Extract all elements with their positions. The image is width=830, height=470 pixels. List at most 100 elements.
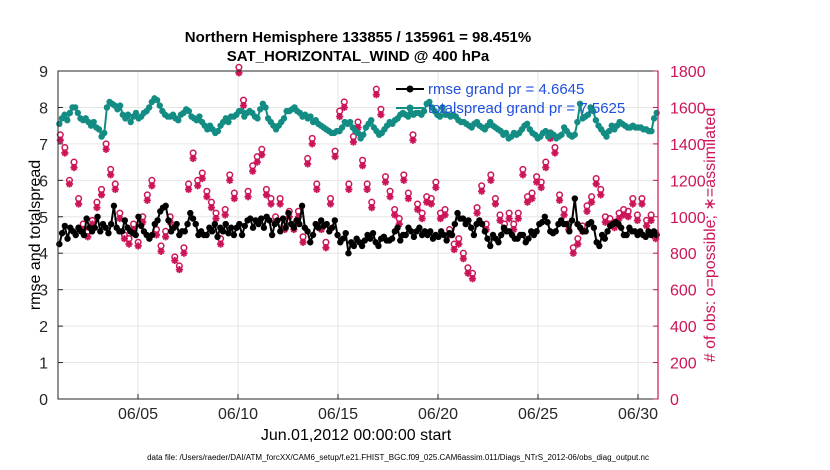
rmse-point bbox=[331, 217, 339, 224]
assimilated-obs-marker bbox=[583, 207, 591, 215]
assimilated-obs-marker bbox=[597, 191, 605, 199]
assimilated-obs-marker bbox=[276, 200, 284, 208]
rmse-point bbox=[495, 239, 502, 246]
rmse-point bbox=[410, 233, 418, 241]
rmse-point bbox=[568, 217, 576, 224]
rmse-point bbox=[230, 231, 238, 239]
rmse-point bbox=[487, 242, 494, 250]
rmse-point bbox=[317, 217, 325, 224]
line-series bbox=[56, 95, 660, 257]
rmse-point bbox=[211, 220, 219, 228]
rmse-point bbox=[470, 231, 478, 239]
rmse-point bbox=[189, 215, 197, 222]
assimilated-obs-marker bbox=[349, 138, 358, 146]
rmse-point bbox=[238, 231, 246, 239]
rmse-point bbox=[105, 229, 112, 237]
rmse-point bbox=[247, 215, 254, 222]
assimilated-obs-marker bbox=[587, 198, 596, 206]
assimilated-obs-marker bbox=[455, 240, 463, 248]
rmse-point bbox=[110, 202, 118, 210]
assimilated-obs-marker bbox=[56, 136, 64, 144]
rmse-point bbox=[304, 228, 311, 235]
rmse-point bbox=[334, 231, 341, 239]
rmse-point bbox=[173, 220, 180, 228]
rmse-point bbox=[601, 235, 609, 242]
rmse-point bbox=[596, 242, 603, 250]
totalspread-point bbox=[368, 117, 375, 124]
rmse-point bbox=[451, 220, 459, 228]
rmse-point bbox=[345, 250, 352, 257]
assimilated-obs-marker bbox=[569, 249, 577, 257]
rmse-point bbox=[236, 220, 243, 228]
assimilated-obs-marker bbox=[70, 163, 78, 172]
y-right-tick-label: 1200 bbox=[670, 173, 706, 190]
rmse-point bbox=[282, 224, 289, 231]
assimilated-obs-marker bbox=[574, 240, 582, 248]
assimilated-obs-marker bbox=[345, 185, 353, 194]
x-tick-label: 06/20 bbox=[418, 406, 458, 423]
y-left-tick-label: 2 bbox=[39, 319, 48, 336]
assimilated-obs-marker bbox=[230, 194, 238, 203]
totalspread-point bbox=[590, 107, 597, 115]
chart-title-line1: Northern Hemisphere 133855 / 135961 = 98… bbox=[185, 29, 531, 46]
rmse-point bbox=[255, 220, 262, 228]
rmse-point bbox=[443, 237, 450, 244]
assimilated-obs-marker bbox=[226, 176, 234, 184]
totalspread-point bbox=[66, 109, 74, 117]
totalspread-point bbox=[523, 120, 531, 128]
rmse-point bbox=[315, 224, 322, 231]
rmse-point bbox=[361, 237, 369, 244]
totalspread-point bbox=[124, 111, 132, 118]
assimilated-obs-marker bbox=[212, 215, 220, 223]
x-tick-label: 06/10 bbox=[218, 406, 258, 423]
rmse-point bbox=[617, 224, 625, 231]
rmse-point bbox=[97, 228, 104, 235]
totalspread-point bbox=[592, 117, 600, 124]
totalspread-point bbox=[603, 133, 610, 140]
totalspread-point bbox=[502, 129, 510, 137]
totalspread-point bbox=[558, 131, 565, 138]
assimilated-obs-marker bbox=[203, 193, 211, 201]
assimilated-obs-marker bbox=[125, 240, 133, 248]
rmse-point bbox=[279, 215, 287, 222]
assimilated-obs-marker bbox=[249, 167, 257, 175]
assimilated-obs-marker bbox=[542, 163, 550, 172]
assimilated-obs-marker bbox=[363, 185, 371, 194]
rmse-point bbox=[465, 217, 472, 224]
rmse-point bbox=[544, 219, 551, 226]
rmse-point bbox=[184, 220, 191, 228]
totalspread-point bbox=[653, 109, 660, 117]
totalspread-point bbox=[650, 115, 658, 122]
y-left-tick-label: 0 bbox=[39, 392, 48, 409]
assimilated-obs-marker bbox=[404, 194, 412, 203]
assimilated-obs-marker bbox=[235, 69, 243, 77]
assimilated-obs-marker bbox=[441, 211, 449, 219]
totalspread-point bbox=[90, 118, 97, 126]
rmse-point bbox=[538, 219, 546, 226]
totalspread-point bbox=[103, 104, 111, 111]
assimilated-obs-marker bbox=[244, 193, 252, 201]
y-right-tick-label: 600 bbox=[670, 283, 697, 300]
assimilated-obs-marker bbox=[157, 247, 165, 255]
y-axis-left-label: rmse and totalspread bbox=[27, 160, 44, 310]
rmse-point bbox=[416, 224, 423, 231]
rmse-point bbox=[342, 229, 349, 237]
assimilated-obs-marker bbox=[427, 200, 435, 208]
totalspread-point bbox=[420, 107, 428, 115]
assimilated-obs-marker bbox=[336, 112, 344, 121]
totalspread-point bbox=[426, 98, 433, 106]
rmse-point bbox=[481, 228, 489, 235]
assimilated-obs-marker bbox=[491, 200, 500, 208]
assimilated-obs-marker bbox=[487, 176, 495, 184]
assimilated-obs-marker bbox=[418, 215, 426, 223]
rmse-point bbox=[107, 220, 115, 228]
assimilated-obs-marker bbox=[93, 204, 101, 212]
rmse-point bbox=[94, 213, 101, 220]
rmse-point bbox=[296, 220, 303, 228]
assimilated-obs-marker bbox=[555, 196, 564, 204]
totalspread-point bbox=[61, 111, 68, 118]
rmse-point bbox=[525, 235, 532, 242]
rmse-point bbox=[64, 235, 71, 242]
rmse-point bbox=[268, 231, 276, 239]
